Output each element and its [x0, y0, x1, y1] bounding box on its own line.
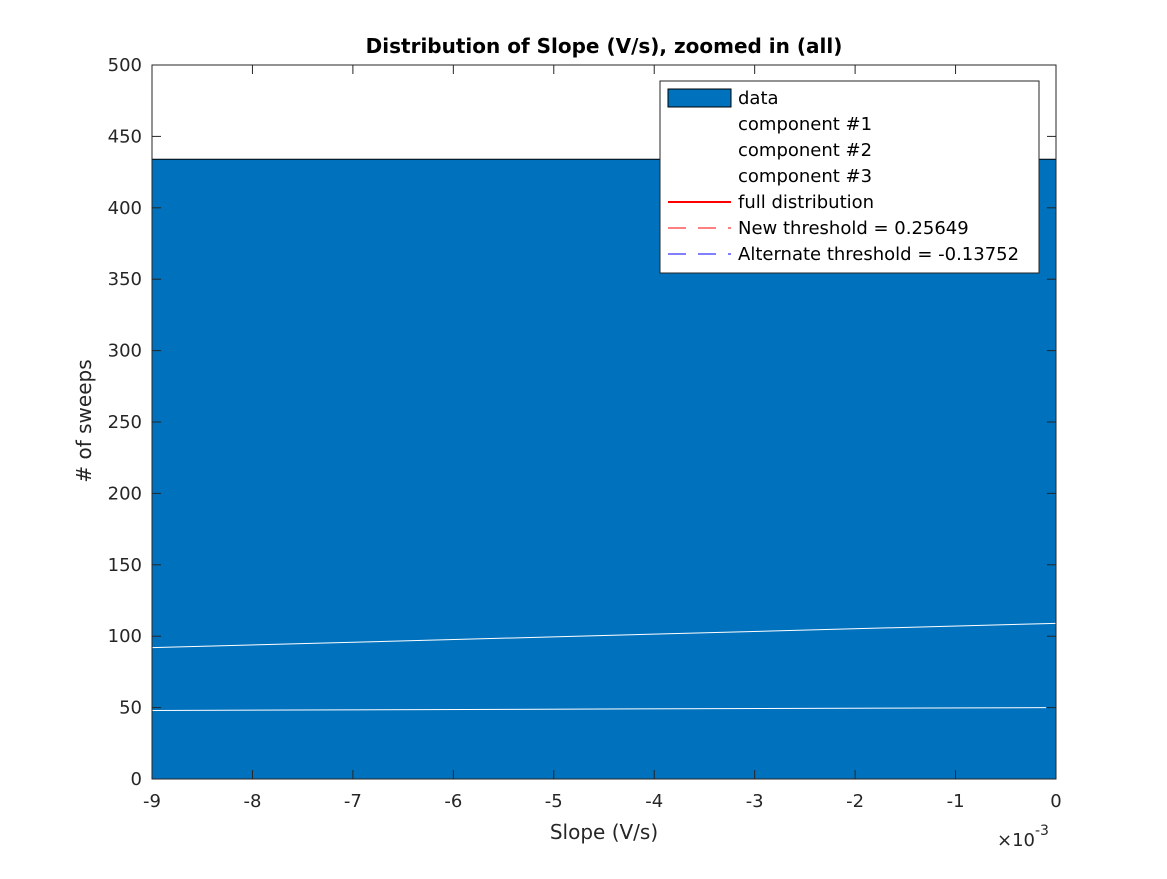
x-axis-exponent: ×10-3 [997, 823, 1049, 851]
legend-label: New threshold = 0.25649 [738, 218, 969, 239]
x-tick-label: -9 [143, 791, 161, 812]
x-tick-label: 0 [1050, 791, 1061, 812]
y-tick-label: 500 [108, 55, 142, 76]
y-tick-label: 200 [108, 483, 142, 504]
chart-title: Distribution of Slope (V/s), zoomed in (… [366, 34, 843, 58]
legend-label: Alternate threshold = -0.13752 [738, 244, 1019, 265]
x-tick-label: -3 [746, 791, 764, 812]
legend-label: component #3 [738, 166, 872, 187]
y-tick-label: 350 [108, 269, 142, 290]
y-tick-label: 50 [119, 698, 142, 719]
x-axis-label: Slope (V/s) [550, 820, 658, 844]
y-axis-label: # of sweeps [72, 359, 96, 482]
y-tick-label: 300 [108, 341, 142, 362]
y-tick-label: 400 [108, 198, 142, 219]
legend: data component #1 component #2 component #3… [659, 80, 1040, 274]
series-line-2 [151, 707, 1046, 711]
y-tick-label: 100 [108, 626, 142, 647]
x-axis-exponent-power: -3 [1035, 823, 1049, 839]
legend-label: component #1 [738, 114, 872, 135]
x-tick-label: -5 [545, 791, 563, 812]
legend-label: full distribution [738, 192, 874, 213]
y-tick-label: 450 [108, 126, 142, 147]
x-tick-label: -4 [645, 791, 663, 812]
y-tick-label: 150 [108, 555, 142, 576]
legend-swatch-patch [667, 88, 732, 108]
legend-label: data [738, 88, 779, 109]
x-axis-exponent-base: ×10 [997, 830, 1035, 851]
x-tick-label: -1 [947, 791, 965, 812]
x-tick-label: -8 [243, 791, 261, 812]
series-line-3 [151, 622, 1057, 649]
x-tick-label: -6 [444, 791, 462, 812]
y-tick-label: 0 [131, 769, 142, 790]
axes: -9 -8 -7 -6 -5 -4 -3 -2 -1 0 0 50 100 150 200 250 300 350… [108, 55, 1062, 812]
legend-label: component #2 [738, 140, 872, 161]
x-tick-label: -2 [846, 791, 864, 812]
y-tick-label: 250 [108, 412, 142, 433]
x-tick-label: -7 [344, 791, 362, 812]
